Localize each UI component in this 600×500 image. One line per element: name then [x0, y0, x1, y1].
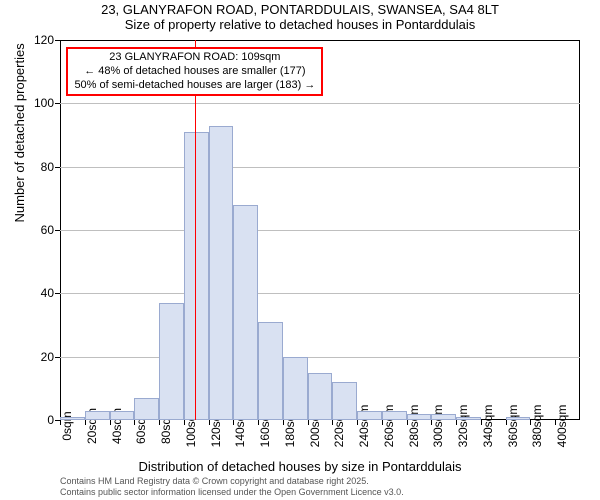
chart-container: 23, GLANYRAFON ROAD, PONTARDDULAIS, SWAN… [0, 0, 600, 500]
marker-line [195, 40, 196, 420]
y-gridline [60, 230, 580, 231]
y-tick-label: 20 [41, 350, 54, 364]
histogram-bar [382, 411, 407, 421]
histogram-bar [159, 303, 184, 420]
x-tick-label: 320sqm [456, 405, 470, 448]
x-tick-label: 360sqm [506, 405, 520, 448]
x-tick-label: 400sqm [555, 405, 569, 448]
y-tick-label: 40 [41, 286, 54, 300]
x-tick-label: 280sqm [407, 405, 421, 448]
y-tick-mark [55, 357, 60, 358]
chart-title-line1: 23, GLANYRAFON ROAD, PONTARDDULAIS, SWAN… [0, 2, 600, 17]
y-tick-label: 60 [41, 223, 54, 237]
plot-area: 0204060801001200sqm20sqm40sqm60sqm80sqm1… [60, 40, 580, 420]
y-gridline [60, 103, 580, 104]
y-tick-label: 100 [34, 96, 54, 110]
annotation-line: ← 48% of detached houses are smaller (17… [74, 65, 315, 79]
x-tick-label: 340sqm [481, 405, 495, 448]
x-tick-label: 300sqm [431, 405, 445, 448]
histogram-bar [332, 382, 357, 420]
x-axis-label: Distribution of detached houses by size … [0, 459, 600, 474]
y-gridline [60, 167, 580, 168]
y-tick-label: 80 [41, 160, 54, 174]
annotation-line: 50% of semi-detached houses are larger (… [74, 79, 315, 93]
histogram-bar [456, 417, 481, 420]
y-tick-label: 0 [47, 413, 54, 427]
histogram-bar [308, 373, 333, 421]
histogram-bar [258, 322, 283, 420]
y-tick-mark [55, 167, 60, 168]
chart-title-line2: Size of property relative to detached ho… [0, 17, 600, 32]
histogram-bar [110, 411, 135, 421]
top-axis-line [60, 40, 580, 41]
y-gridline [60, 293, 580, 294]
histogram-bar [283, 357, 308, 420]
annotation-box: 23 GLANYRAFON ROAD: 109sqm← 48% of detac… [66, 47, 323, 96]
y-tick-mark [55, 40, 60, 41]
x-tick-label: 0sqm [60, 411, 74, 440]
histogram-bar [85, 411, 110, 421]
histogram-bar [357, 411, 382, 421]
y-gridline [60, 357, 580, 358]
histogram-bar [209, 126, 234, 421]
y-tick-mark [55, 293, 60, 294]
histogram-bar [407, 414, 432, 420]
histogram-bar [60, 417, 85, 420]
annotation-line: 23 GLANYRAFON ROAD: 109sqm [74, 51, 315, 65]
footer-line2: Contains public sector information licen… [60, 487, 580, 498]
footer-line1: Contains HM Land Registry data © Crown c… [60, 476, 580, 487]
histogram-bar [233, 205, 258, 420]
y-tick-label: 120 [34, 33, 54, 47]
histogram-bar [506, 417, 531, 420]
y-axis-label: Number of detached properties [12, 43, 27, 222]
footer: Contains HM Land Registry data © Crown c… [60, 476, 580, 498]
y-tick-mark [55, 230, 60, 231]
histogram-bar [431, 414, 456, 420]
histogram-bar [184, 132, 209, 420]
chart-title-block: 23, GLANYRAFON ROAD, PONTARDDULAIS, SWAN… [0, 2, 600, 32]
histogram-bar [134, 398, 159, 420]
x-tick-label: 380sqm [530, 405, 544, 448]
y-tick-mark [55, 103, 60, 104]
